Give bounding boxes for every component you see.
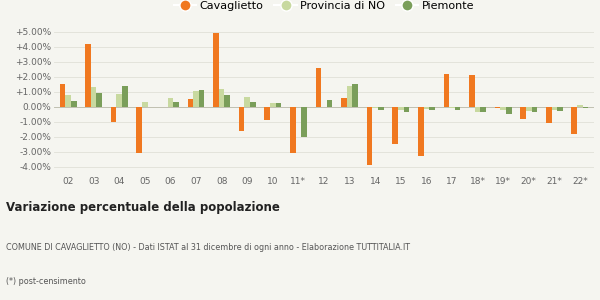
Bar — [193, 91, 199, 106]
Bar — [316, 68, 321, 106]
Bar — [275, 103, 281, 106]
Bar — [270, 103, 275, 106]
Bar — [352, 84, 358, 106]
Bar — [97, 93, 102, 106]
Bar — [167, 98, 173, 106]
Bar — [224, 95, 230, 106]
Bar — [219, 88, 224, 106]
Bar — [475, 106, 481, 112]
Legend: Cavaglietto, Provincia di NO, Piemonte: Cavaglietto, Provincia di NO, Piemonte — [169, 0, 479, 15]
Bar — [290, 106, 296, 153]
Bar — [557, 106, 563, 111]
Bar — [59, 84, 65, 106]
Bar — [424, 106, 429, 109]
Bar — [111, 106, 116, 122]
Bar — [495, 106, 500, 108]
Bar — [469, 75, 475, 106]
Bar — [520, 106, 526, 119]
Text: COMUNE DI CAVAGLIETTO (NO) - Dati ISTAT al 31 dicembre di ogni anno - Elaborazio: COMUNE DI CAVAGLIETTO (NO) - Dati ISTAT … — [6, 244, 410, 253]
Bar — [404, 106, 409, 112]
Bar — [321, 106, 327, 107]
Bar — [265, 106, 270, 120]
Bar — [571, 106, 577, 134]
Bar — [526, 106, 532, 111]
Bar — [296, 106, 301, 107]
Bar — [577, 105, 583, 106]
Bar — [142, 102, 148, 106]
Bar — [449, 106, 455, 108]
Bar — [199, 90, 205, 106]
Bar — [398, 106, 404, 110]
Bar — [91, 87, 97, 106]
Bar — [341, 98, 347, 106]
Bar — [188, 99, 193, 106]
Bar — [244, 97, 250, 106]
Bar — [71, 101, 77, 106]
Bar — [327, 100, 332, 106]
Bar — [250, 102, 256, 106]
Bar — [378, 106, 383, 110]
Text: (*) post-censimento: (*) post-censimento — [6, 277, 86, 286]
Bar — [173, 102, 179, 106]
Bar — [301, 106, 307, 137]
Bar — [443, 74, 449, 106]
Bar — [392, 106, 398, 144]
Bar — [347, 85, 352, 106]
Bar — [122, 85, 128, 106]
Bar — [455, 106, 460, 110]
Bar — [506, 106, 512, 114]
Bar — [429, 106, 435, 110]
Bar — [85, 44, 91, 106]
Bar — [546, 106, 551, 123]
Bar — [136, 106, 142, 153]
Bar — [583, 106, 589, 108]
Bar — [500, 106, 506, 110]
Bar — [481, 106, 486, 112]
Bar — [418, 106, 424, 156]
Bar — [65, 94, 71, 106]
Bar — [373, 106, 378, 108]
Bar — [239, 106, 244, 130]
Text: Variazione percentuale della popolazione: Variazione percentuale della popolazione — [6, 202, 280, 214]
Bar — [213, 33, 219, 106]
Bar — [367, 106, 373, 165]
Bar — [551, 106, 557, 110]
Bar — [532, 106, 537, 112]
Bar — [116, 94, 122, 106]
